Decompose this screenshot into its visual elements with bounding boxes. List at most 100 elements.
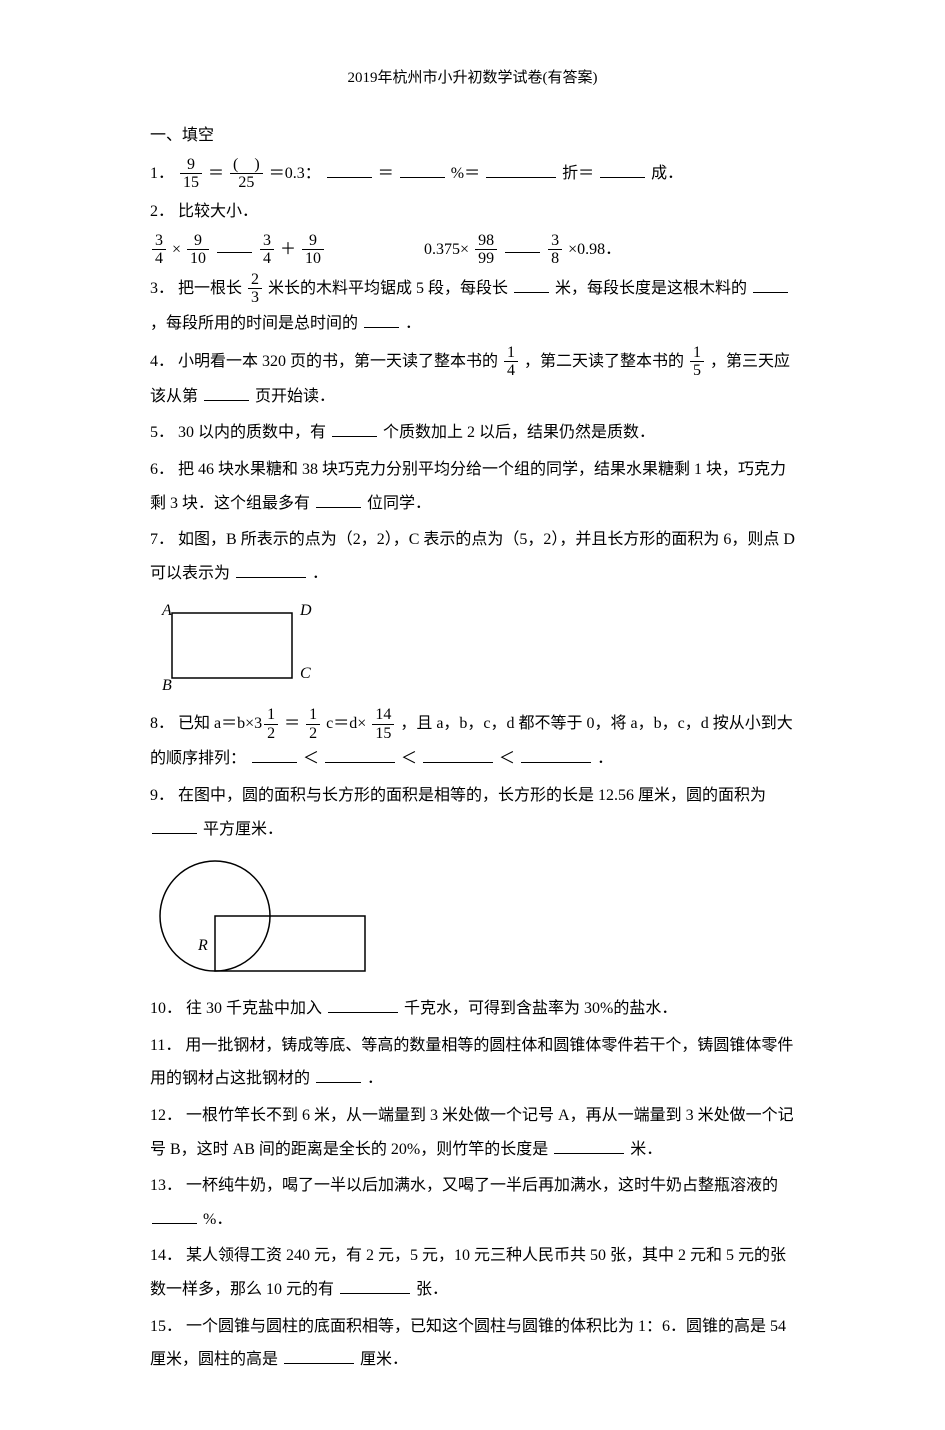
text: ．: [597, 750, 613, 767]
question-3: 3． 把一根长 2 3 米长的木料平均锯成 5 段，每段长 米，每段长度是这根木…: [150, 271, 795, 341]
blank: [521, 744, 591, 763]
denominator: 4: [152, 250, 166, 268]
fraction-icon: 3 4: [152, 232, 166, 268]
numerator: 98: [475, 232, 497, 251]
question-9: 9． 在图中，圆的面积与长方形的面积是相等的，长方形的长是 12.56 厘米，圆…: [150, 779, 795, 846]
numerator: 1: [504, 344, 518, 363]
text: 一个圆锥与圆柱的底面积相等，已知这个圆柱与圆锥的体积比为 1：6．圆锥的高是 5…: [150, 1318, 786, 1369]
text: 页开始读．: [255, 388, 335, 405]
blank: [340, 1275, 410, 1294]
text: %．: [203, 1211, 232, 1228]
text: 折＝: [562, 165, 594, 182]
numerator: 3: [152, 232, 166, 251]
text: ．: [405, 315, 421, 332]
q15-num: 15．: [150, 1318, 182, 1335]
fraction-icon: 98 99: [475, 232, 497, 268]
text: 个质数加上 2 以后，结果仍然是质数．: [383, 424, 655, 441]
fraction-icon: 1 4: [504, 344, 518, 380]
blank: [152, 1205, 197, 1224]
numerator: 9: [180, 156, 202, 175]
question-11: 11． 用一批钢材，铸成等底、等高的数量相等的圆柱体和圆锥体零件若干个，铸圆锥体…: [150, 1029, 795, 1096]
fraction-icon: 2 3: [248, 271, 262, 307]
fraction-icon: 1 2: [264, 706, 278, 742]
q11-num: 11．: [150, 1037, 181, 1054]
denominator: 15: [372, 725, 394, 743]
text: 0.375×: [424, 240, 469, 257]
numerator: 1: [690, 344, 704, 363]
text: 米长的木料平均锯成 5 段，每段长: [268, 280, 508, 297]
text: 已知 a＝b×3: [178, 715, 262, 732]
q8-num: 8．: [150, 715, 174, 732]
q7-num: 7．: [150, 531, 174, 548]
denominator: 10: [302, 250, 324, 268]
denominator: 4: [260, 250, 274, 268]
q12-num: 12．: [150, 1107, 182, 1124]
label-c: C: [300, 665, 311, 682]
section-1-header: 一、填空: [150, 122, 795, 151]
text: ＜: [401, 750, 417, 767]
text: 一根竹竿长不到 6 米，从一端量到 3 米处做一个记号 A，再从一端量到 3 米…: [150, 1107, 794, 1158]
blank: [332, 418, 377, 437]
numerator: 9: [187, 232, 209, 251]
q14-num: 14．: [150, 1247, 182, 1264]
text: ＝: [378, 165, 394, 182]
text: c＝d×: [326, 715, 366, 732]
fraction-icon: 14 15: [372, 706, 394, 742]
text: ＝0.3：: [269, 165, 321, 182]
question-2-line: 3 4 × 9 10 3 4 ＋ 9 10 0.375× 98 99 3 8 ×…: [150, 232, 795, 268]
question-6: 6． 把 46 块水果糖和 38 块巧克力分别平均分给一个组的同学，结果水果糖剩…: [150, 453, 795, 520]
text: 某人领得工资 240 元，有 2 元，5 元，10 元三种人民币共 50 张，其…: [150, 1247, 786, 1298]
text: 成．: [651, 165, 683, 182]
question-12: 12． 一根竹竿长不到 6 米，从一端量到 3 米处做一个记号 A，再从一端量到…: [150, 1099, 795, 1166]
text: 一杯纯牛奶，喝了一半以后加满水，又喝了一半后再加满水，这时牛奶占整瓶溶液的: [186, 1177, 778, 1194]
text: 把 46 块水果糖和 38 块巧克力分别平均分给一个组的同学，结果水果糖剩 1 …: [150, 461, 786, 512]
fraction-icon: ( ) 25: [230, 156, 263, 192]
blank: [325, 744, 395, 763]
question-8: 8． 已知 a＝b×3 1 2 ＝ 1 2 c＝d× 14 15 ，且 a，b，…: [150, 706, 795, 776]
numerator: 3: [260, 232, 274, 251]
blank: [554, 1134, 624, 1153]
question-2: 2． 比较大小．: [150, 195, 795, 229]
blank: [505, 234, 540, 253]
blank: [316, 488, 361, 507]
blank: [400, 158, 445, 177]
denominator: 99: [475, 250, 497, 268]
text: 往 30 千克盐中加入: [186, 1000, 322, 1017]
question-13: 13． 一杯纯牛奶，喝了一半以后加满水，又喝了一半后再加满水，这时牛奶占整瓶溶液…: [150, 1169, 795, 1236]
denominator: 3: [248, 289, 262, 307]
blank: [284, 1345, 354, 1364]
denominator: 25: [230, 174, 263, 192]
text: ＜: [303, 750, 319, 767]
denominator: 2: [264, 725, 278, 743]
text: 千克水，可得到含盐率为 30%的盐水．: [404, 1000, 677, 1017]
blank: [423, 744, 493, 763]
text: 张．: [416, 1281, 448, 1298]
question-14: 14． 某人领得工资 240 元，有 2 元，5 元，10 元三种人民币共 50…: [150, 1239, 795, 1306]
text: ＝: [284, 715, 300, 732]
denominator: 8: [548, 250, 562, 268]
denominator: 5: [690, 362, 704, 380]
q2-num: 2．: [150, 203, 174, 220]
fraction-icon: 3 8: [548, 232, 562, 268]
text: ＝: [208, 165, 224, 182]
label-a: A: [161, 602, 172, 619]
text: %＝: [451, 165, 480, 182]
numerator: 2: [248, 271, 262, 290]
blank: [204, 382, 249, 401]
text: 在图中，圆的面积与长方形的面积是相等的，长方形的长是 12.56 厘米，圆的面积…: [178, 787, 766, 804]
question-4: 4． 小明看一本 320 页的书，第一天读了整本书的 1 4 ，第二天读了整本书…: [150, 344, 795, 414]
numerator: 14: [372, 706, 394, 725]
blank: [236, 559, 306, 578]
text: 比较大小．: [178, 203, 258, 220]
q6-num: 6．: [150, 461, 174, 478]
label-r: R: [197, 937, 208, 954]
text: 米，每段长度是这根木料的: [555, 280, 747, 297]
rectangle-diagram: A D B C: [150, 598, 320, 698]
q13-num: 13．: [150, 1177, 182, 1194]
q3-num: 3．: [150, 280, 174, 297]
denominator: 2: [306, 725, 320, 743]
q9-num: 9．: [150, 787, 174, 804]
text: ，每段所用的时间是总时间的: [150, 315, 358, 332]
numerator: 1: [264, 706, 278, 725]
question-1: 1． 9 15 ＝ ( ) 25 ＝0.3： ＝ %＝ 折＝ 成．: [150, 156, 795, 192]
